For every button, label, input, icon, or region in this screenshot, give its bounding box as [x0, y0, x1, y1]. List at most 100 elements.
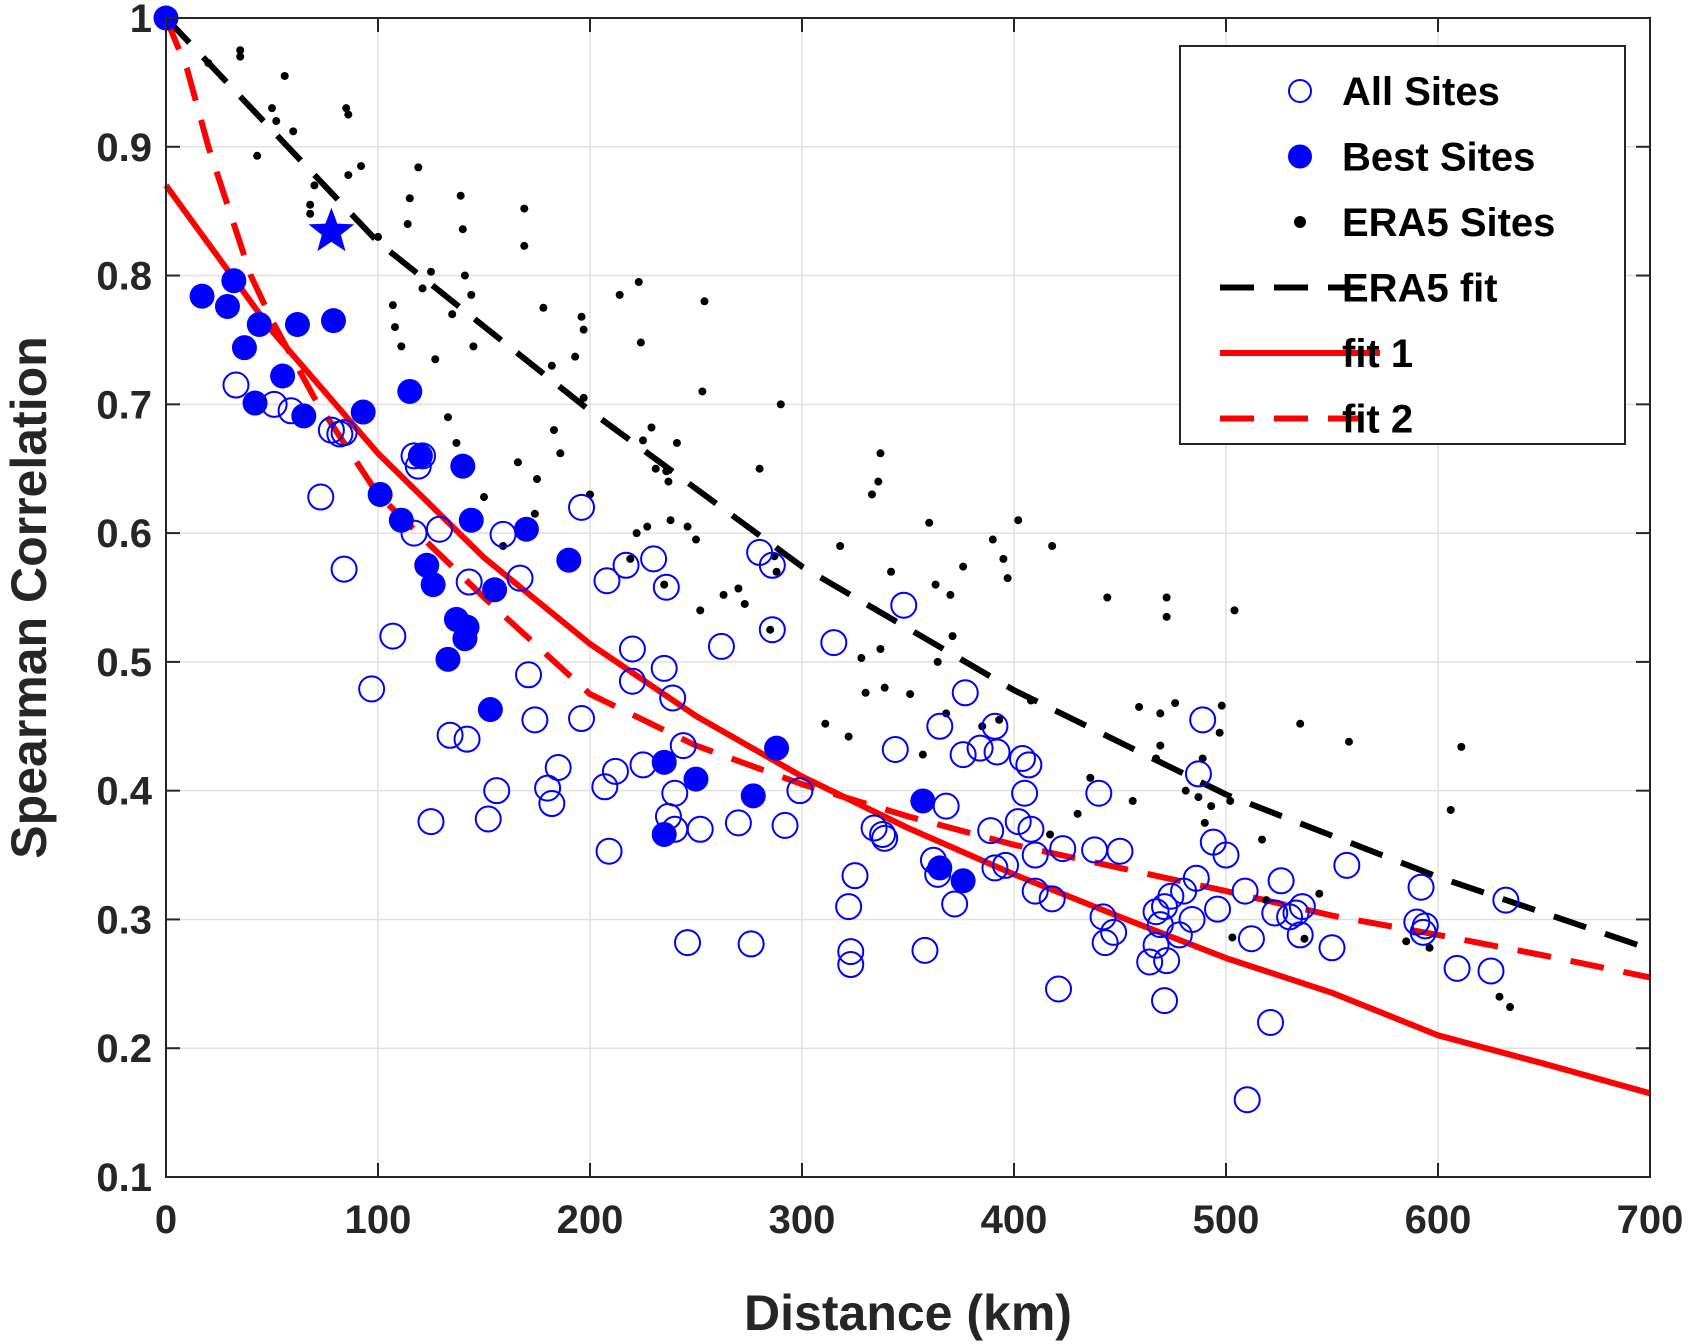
- all-sites-point: [835, 893, 863, 921]
- y-tick-label: 0.9: [96, 126, 152, 170]
- era5-sites-point: [766, 625, 775, 634]
- x-axis-label: Distance (km): [744, 1285, 1072, 1341]
- all-sites-point: [1286, 921, 1314, 949]
- best-sites-point: [764, 735, 790, 761]
- era5-sites-point: [867, 490, 876, 499]
- all-sites-point: [841, 862, 869, 890]
- all-sites-point: [538, 790, 566, 818]
- era5-sites-point: [530, 509, 539, 518]
- x-axis-ticks: 0 100 200 300 400 500 600 700: [155, 18, 1683, 1242]
- era5-sites-point: [556, 449, 565, 458]
- all-sites-point: [1267, 867, 1295, 895]
- era5-sites-point: [931, 580, 940, 589]
- all-sites-point: [1151, 987, 1179, 1015]
- data-points: [153, 5, 1520, 1114]
- era5-sites-point: [403, 220, 412, 229]
- era5-sites-point: [999, 554, 1008, 563]
- all-sites-point: [358, 675, 386, 703]
- best-sites-point: [242, 390, 268, 416]
- all-sites-point: [417, 808, 445, 836]
- era5-sites-point: [1048, 541, 1057, 550]
- all-sites-point: [1011, 779, 1039, 807]
- all-sites-point: [1136, 948, 1164, 976]
- all-sites-point: [1021, 841, 1049, 869]
- all-sites-point: [1411, 912, 1439, 940]
- era5-sites-point: [1181, 786, 1190, 795]
- all-sites-point: [455, 568, 483, 596]
- all-sites-point: [981, 854, 1009, 882]
- best-sites-point: [397, 378, 423, 404]
- all-sites-point: [618, 667, 646, 695]
- all-sites-point: [568, 493, 596, 521]
- era5-sites-point: [577, 312, 586, 321]
- era5-sites-point: [456, 191, 465, 200]
- era5-sites-point: [1162, 593, 1171, 602]
- best-sites-point: [435, 646, 461, 672]
- era5-sites-point: [740, 599, 749, 608]
- era5-sites-point: [672, 438, 681, 447]
- best-sites-point: [740, 783, 766, 809]
- era5-sites-point: [876, 645, 885, 654]
- all-sites-point: [1282, 899, 1310, 927]
- era5-sites-point: [1315, 889, 1324, 898]
- era5-sites-point: [1171, 699, 1180, 708]
- y-tick-label: 0.5: [96, 641, 152, 685]
- era5-sites-point: [427, 267, 435, 276]
- all-sites-point: [881, 735, 909, 763]
- era5-sites-point: [253, 151, 262, 160]
- fit-line-era5-fit: [163, 15, 1651, 952]
- all-sites-point: [1261, 899, 1289, 927]
- era5-sites-point: [755, 464, 764, 473]
- era5-sites-point: [683, 522, 692, 531]
- era5-sites-point: [1156, 741, 1165, 750]
- era5-sites-point: [1228, 933, 1237, 942]
- era5-sites-point: [700, 297, 709, 306]
- all-sites-point: [601, 757, 629, 785]
- all-sites-point: [686, 815, 714, 843]
- era5-sites-point: [1506, 1003, 1515, 1012]
- y-axis-ticks: 0.1 0.2 0.3 0.4 0.5 0.6 0.7 0.8 0.9 1: [96, 0, 1650, 1200]
- plot-area: [153, 5, 1651, 1114]
- era5-sites-point: [946, 590, 955, 599]
- era5-sites-point: [1152, 754, 1161, 763]
- era5-sites-point: [280, 71, 289, 80]
- x-tick-label: 200: [557, 1198, 624, 1242]
- all-sites-point: [1021, 877, 1049, 905]
- all-sites-point: [860, 814, 888, 842]
- all-sites-point: [330, 419, 358, 447]
- era5-sites-point: [579, 393, 588, 402]
- era5-sites-point: [520, 241, 529, 250]
- era5-sites-point: [306, 200, 315, 209]
- all-sites-point: [515, 661, 543, 689]
- all-sites-point: [1492, 886, 1520, 914]
- era5-sites-point: [467, 290, 476, 299]
- all-sites-point: [669, 732, 697, 760]
- era5-sites-point: [390, 323, 399, 332]
- all-sites-point: [591, 773, 619, 801]
- era5-sites-point: [533, 475, 541, 484]
- all-sites-point: [1184, 760, 1212, 788]
- era5-sites-point: [692, 535, 700, 544]
- all-sites-point: [1045, 975, 1073, 1003]
- y-tick-label: 0.8: [96, 255, 152, 299]
- era5-sites-point: [1296, 719, 1305, 728]
- all-sites-point: [1157, 882, 1185, 910]
- era5-sites-point: [876, 449, 885, 458]
- x-tick-label: 500: [1193, 1198, 1260, 1242]
- era5-sites-point: [844, 732, 853, 741]
- era5-sites-point: [236, 52, 245, 61]
- era5-sites-point: [662, 467, 671, 476]
- era5-sites-point: [880, 683, 889, 692]
- era5-sites-point: [289, 127, 298, 136]
- best-sites-point: [556, 547, 582, 573]
- era5-sites-point: [469, 342, 478, 351]
- era5-sites-point: [1198, 754, 1207, 763]
- era5-sites-point: [1217, 701, 1226, 710]
- best-sites-point: [189, 283, 215, 309]
- all-sites-point: [1233, 1086, 1261, 1114]
- era5-sites-point: [1014, 516, 1023, 525]
- all-sites-point: [1407, 873, 1435, 901]
- all-sites-point: [1477, 957, 1505, 985]
- x-tick-label: 300: [769, 1198, 836, 1242]
